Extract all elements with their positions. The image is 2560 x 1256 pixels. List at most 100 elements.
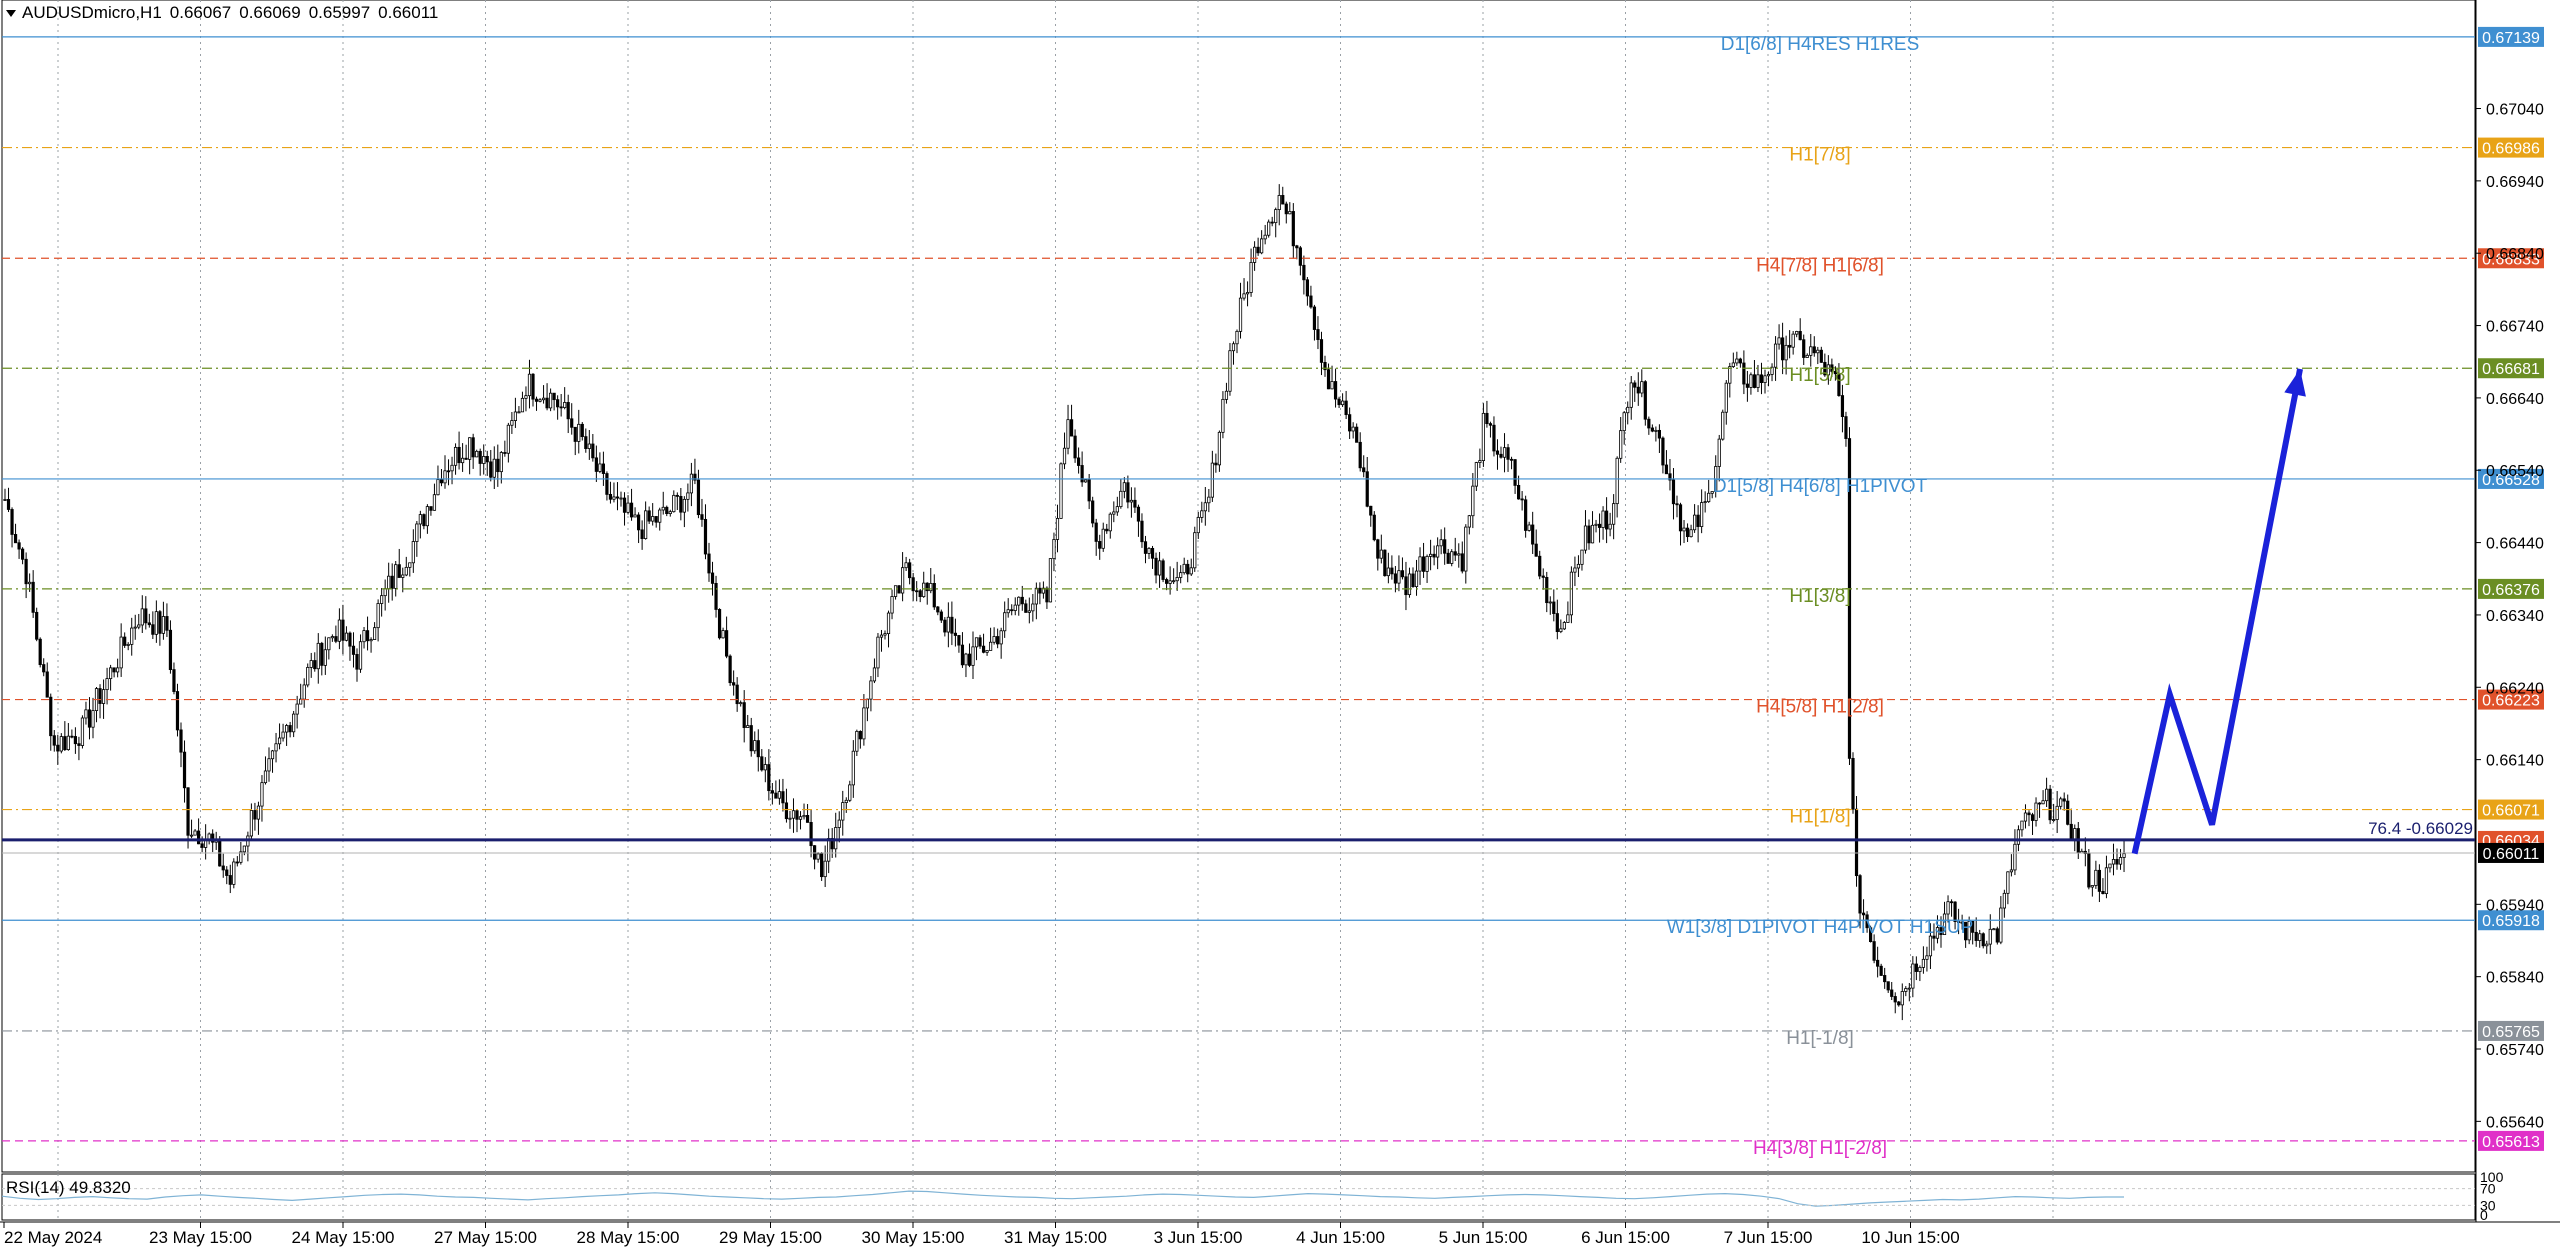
candle-body bbox=[165, 616, 169, 631]
candle-body bbox=[570, 418, 574, 428]
candle-body bbox=[1541, 575, 1545, 578]
candle-body bbox=[1474, 462, 1478, 487]
candle-body bbox=[989, 641, 993, 651]
candle-body bbox=[355, 654, 359, 670]
candle-body bbox=[876, 636, 880, 669]
candle-body bbox=[753, 740, 757, 752]
candle-body bbox=[1833, 370, 1837, 375]
candle-body bbox=[453, 446, 458, 466]
candle-body bbox=[1576, 563, 1581, 569]
candle-body bbox=[383, 588, 387, 597]
candle-body bbox=[1421, 556, 1426, 572]
level-label: H1[5/8] bbox=[1789, 365, 1850, 386]
candle-body bbox=[84, 709, 88, 719]
price-tag-text: 0.65613 bbox=[2482, 1134, 2540, 1151]
candle-body bbox=[626, 502, 630, 513]
x-tick-label: 31 May 15:00 bbox=[1004, 1228, 1107, 1247]
candle-body bbox=[1238, 297, 1243, 332]
projection-arrow bbox=[2131, 368, 2303, 855]
candle-body bbox=[2027, 812, 2031, 816]
candle-body bbox=[1034, 587, 1038, 605]
candle-body bbox=[1260, 238, 1264, 254]
candle-body bbox=[1495, 450, 1500, 455]
candle-body bbox=[2023, 812, 2028, 822]
candle-body bbox=[404, 566, 408, 576]
candle-body bbox=[1710, 491, 1714, 494]
candle-body bbox=[1157, 560, 1162, 576]
x-tick-label: 24 May 15:00 bbox=[291, 1228, 394, 1247]
candle-body bbox=[70, 735, 74, 738]
candle-body bbox=[2062, 798, 2066, 802]
candle-body bbox=[1365, 471, 1369, 507]
candle-body bbox=[629, 502, 634, 518]
candle-body bbox=[380, 595, 384, 604]
candle-body bbox=[1685, 527, 1690, 538]
candle-body bbox=[1319, 339, 1324, 363]
level-label: H1[7/8] bbox=[1789, 145, 1850, 166]
candle-body bbox=[552, 392, 556, 401]
x-tick-label: 5 Jun 15:00 bbox=[1439, 1228, 1528, 1247]
candle-body bbox=[168, 629, 173, 671]
candle-body bbox=[116, 667, 120, 673]
candle-body bbox=[1890, 989, 1894, 997]
candle-body bbox=[760, 756, 764, 771]
candle-body bbox=[1640, 381, 1644, 394]
fib-label: 76.4 -0.66029 bbox=[2368, 819, 2473, 838]
candle-body bbox=[1436, 545, 1440, 558]
candle-body bbox=[513, 411, 518, 421]
candle-body bbox=[1601, 510, 1605, 528]
candle-body bbox=[1411, 573, 1415, 588]
candle-body bbox=[1281, 195, 1285, 205]
candle-body bbox=[1559, 628, 1563, 633]
candle-body bbox=[1150, 547, 1155, 559]
candle-body bbox=[957, 635, 961, 646]
candle-body bbox=[1837, 373, 1841, 396]
ohlc-open: 0.66067 bbox=[169, 3, 232, 22]
candle-body bbox=[1467, 515, 1471, 528]
candle-body bbox=[813, 845, 817, 860]
price-tag-text: 0.66833 bbox=[2482, 251, 2540, 268]
candle-body bbox=[929, 583, 933, 592]
candle-body bbox=[2002, 892, 2006, 909]
candle-body bbox=[1154, 557, 1158, 576]
candle-body bbox=[87, 709, 92, 728]
candle-body bbox=[63, 736, 67, 751]
collapse-triangle-icon[interactable] bbox=[6, 10, 16, 18]
candle-body bbox=[735, 684, 739, 705]
candle-body bbox=[605, 473, 609, 495]
candle-body bbox=[362, 630, 366, 643]
candle-body bbox=[112, 667, 116, 673]
candle-body bbox=[1671, 479, 1676, 505]
candle-body bbox=[1066, 419, 1070, 449]
rsi-line bbox=[1, 1190, 2124, 1207]
candle-body bbox=[2097, 869, 2101, 892]
candle-body bbox=[545, 397, 549, 409]
candle-body bbox=[936, 606, 940, 613]
price-tag-text: 0.66681 bbox=[2482, 361, 2540, 378]
candle-body bbox=[1400, 570, 1405, 578]
x-tick-label: 7 Jun 15:00 bbox=[1724, 1228, 1813, 1247]
candle-body bbox=[175, 691, 180, 731]
candle-body bbox=[313, 660, 317, 670]
candle-body bbox=[908, 562, 912, 579]
candle-body bbox=[531, 373, 535, 400]
candle-body bbox=[73, 736, 77, 745]
candle-body bbox=[1471, 485, 1475, 517]
candle-body bbox=[1784, 344, 1788, 361]
price-tag-bg bbox=[2478, 137, 2544, 158]
candle-body bbox=[295, 703, 299, 715]
candle-body bbox=[239, 851, 243, 863]
candle-body bbox=[1773, 343, 1778, 368]
candle-body bbox=[1217, 431, 1221, 466]
candle-body bbox=[147, 622, 151, 626]
candle-body bbox=[1344, 400, 1348, 416]
candle-body bbox=[1524, 499, 1528, 531]
candle-body bbox=[559, 406, 563, 409]
candle-body bbox=[1981, 933, 1985, 947]
candle-body bbox=[1633, 382, 1637, 388]
candle-body bbox=[1478, 460, 1482, 463]
candle-body bbox=[1777, 337, 1781, 345]
candle-body bbox=[964, 653, 968, 666]
